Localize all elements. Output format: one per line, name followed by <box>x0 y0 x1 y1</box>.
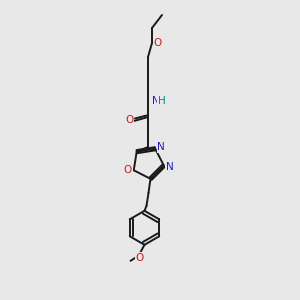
Text: N: N <box>152 96 160 106</box>
Text: O: O <box>154 38 162 48</box>
Text: N: N <box>166 161 174 172</box>
Text: O: O <box>135 253 144 263</box>
Text: H: H <box>158 96 166 106</box>
Text: O: O <box>125 115 133 125</box>
Text: O: O <box>124 165 132 175</box>
Text: N: N <box>158 142 165 152</box>
